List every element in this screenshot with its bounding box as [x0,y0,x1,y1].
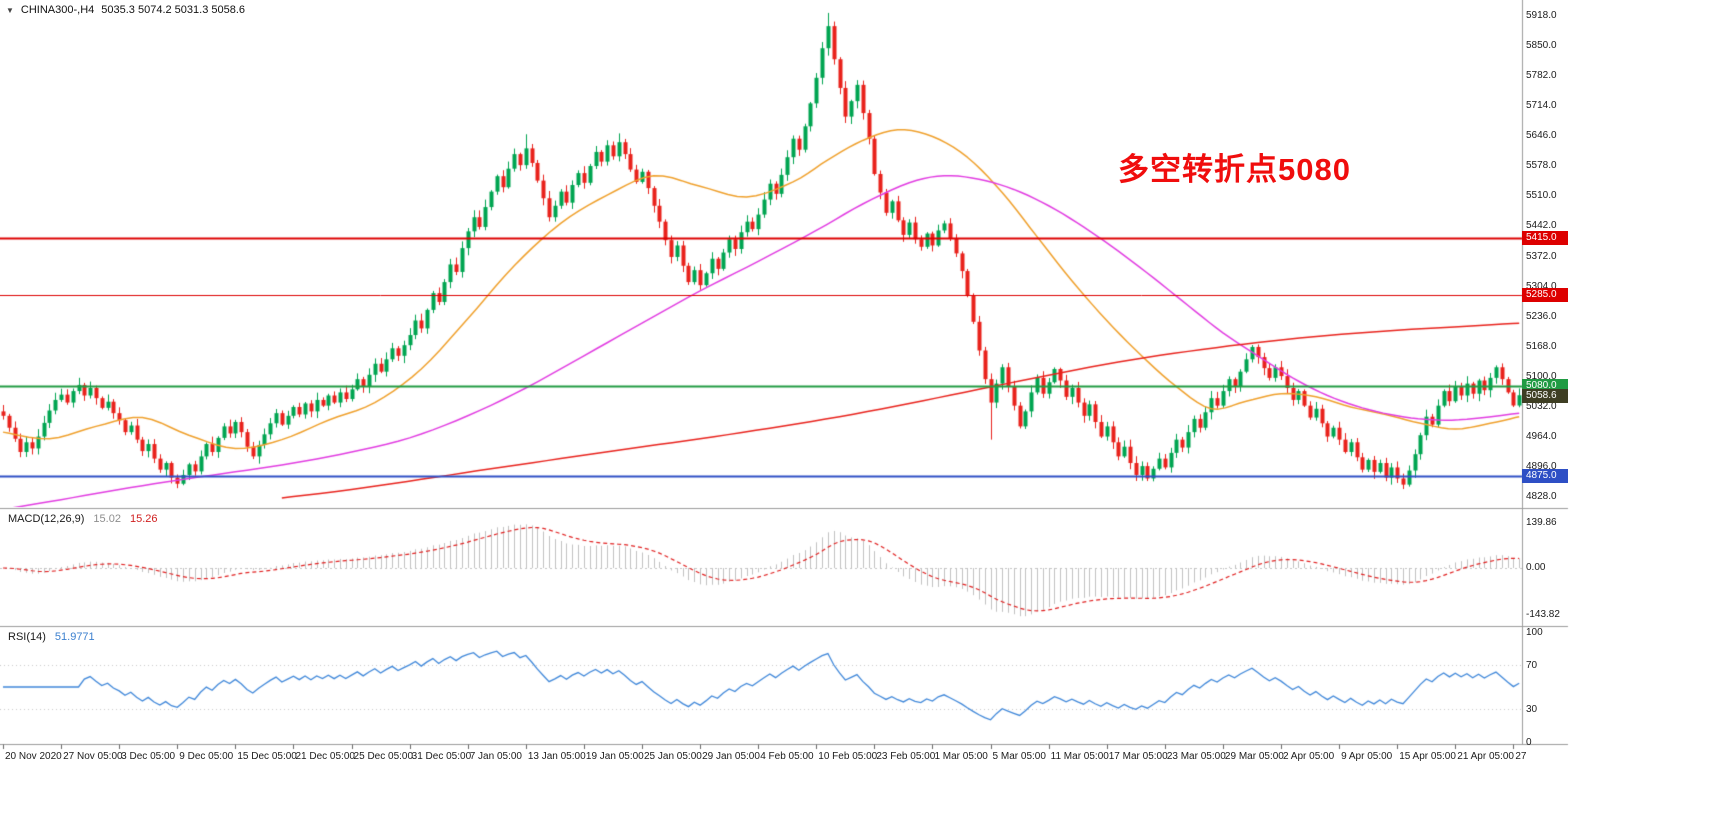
time-axis-label: 27 Apr 05:00 [1515,751,1526,762]
price-tick-label: 4964.0 [1526,430,1557,442]
time-axis-label: 17 Mar 05:00 [1108,751,1168,762]
macd-indicator-label: MACD(12,26,9) 15.02 15.26 [8,513,157,525]
time-axis-label: 4 Feb 05:00 [760,751,814,762]
time-axis-label: 21 Dec 05:00 [295,751,355,762]
time-axis-label: 13 Jan 05:00 [527,751,586,762]
price-tick-label: 5918.0 [1526,10,1557,21]
symbol-period-label: CHINA300-,H4 [20,4,95,16]
time-axis-label: 15 Dec 05:00 [237,751,297,762]
rsi-value: 51.9771 [54,631,95,643]
price-tick-label: 5100.0 [1526,370,1557,382]
time-axis-label: 31 Dec 05:00 [411,751,472,762]
time-axis-label: 7 Jan 05:00 [469,751,522,762]
time-axis-label: 25 Dec 05:00 [353,751,414,762]
price-tick-label: 5510.0 [1526,190,1557,202]
macd-axis-label: 139.86 [1526,517,1557,528]
time-axis[interactable]: 20 Nov 2020 27 Nov 05:00 3 Dec 05:00 9 Dec … [0,745,1526,765]
time-axis-label: 21 Apr 05:00 [1457,751,1514,762]
time-axis-label: 20 Nov 2020 [5,751,62,762]
price-tick-label: 5850.0 [1526,40,1557,51]
time-axis-label: 10 Feb 05:00 [818,751,878,762]
time-axis-label: 9 Apr 05:00 [1341,751,1393,762]
price-level-label: 4875.0 [1522,469,1568,484]
price-tick-label: 5236.0 [1526,310,1557,322]
time-axis-label: 2 Apr 05:00 [1283,751,1335,762]
time-axis-label: 27 Nov 05:00 [63,751,123,762]
time-axis-label: 19 Jan 05:00 [585,751,644,762]
rsi-axis-label: 100 [1526,627,1543,638]
time-axis-label: 23 Feb 05:00 [876,751,936,762]
rsi-axis-label: 70 [1526,660,1538,671]
current-price-label: 5058.6 [1522,389,1568,404]
price-tick-label: 5782.0 [1526,70,1557,81]
price-tick-label: 4896.0 [1526,460,1557,472]
price-tick-label: 5168.0 [1526,340,1557,352]
price-tick-label: 5646.0 [1526,130,1557,142]
price-tick-label: 5032.0 [1526,400,1557,412]
price-level-label: 5415.0 [1522,230,1568,245]
macd-signal-value: 15.26 [129,513,158,525]
time-axis-label: 15 Apr 05:00 [1399,751,1456,762]
time-axis-label: 1 Mar 05:00 [934,751,988,762]
price-axis[interactable]: 5918.0 5850.0 5782.0 5714.0 5646.0 5578.0 5510… [1522,0,1592,748]
time-axis-label: 29 Jan 05:00 [702,751,760,762]
ohlc-values: 5035.3 5074.2 5031.3 5058.6 [101,4,246,16]
time-axis-label: 3 Dec 05:00 [121,751,176,762]
rsi-title: RSI(14) [8,631,46,643]
price-tick-label: 4828.0 [1526,491,1557,502]
collapse-triangle-icon[interactable]: ▼ [6,5,14,15]
price-tick-label: 5304.0 [1526,280,1557,292]
rsi-axis-label: 0 [1526,737,1532,748]
time-axis-label: 5 Mar 05:00 [992,751,1046,762]
time-axis-label: 25 Jan 05:00 [644,751,702,762]
macd-main-value: 15.02 [93,513,121,525]
rsi-axis-label: 30 [1526,704,1538,715]
price-tick-label: 5578.0 [1526,160,1557,172]
time-axis-label: 9 Dec 05:00 [179,751,234,762]
macd-title: MACD(12,26,9) [8,513,85,525]
price-tick-label: 5442.0 [1526,220,1557,232]
price-level-label: 5285.0 [1522,288,1568,303]
time-axis-label: 11 Mar 05:00 [1050,751,1109,762]
time-axis-label: 23 Mar 05:00 [1166,751,1226,762]
price-tick-label: 5714.0 [1526,100,1557,112]
chart-annotation: 多空转折点5080 [1118,152,1351,187]
rsi-indicator-label: RSI(14) 51.9771 [8,631,95,643]
macd-axis-label: -143.82 [1526,609,1560,620]
time-axis-label: 29 Mar 05:00 [1224,751,1284,762]
symbol-header: ▼ CHINA300-,H4 5035.3 5074.2 5031.3 5058… [6,4,245,16]
price-tick-label: 5372.0 [1526,250,1557,262]
macd-axis-label: 0.00 [1526,562,1546,573]
